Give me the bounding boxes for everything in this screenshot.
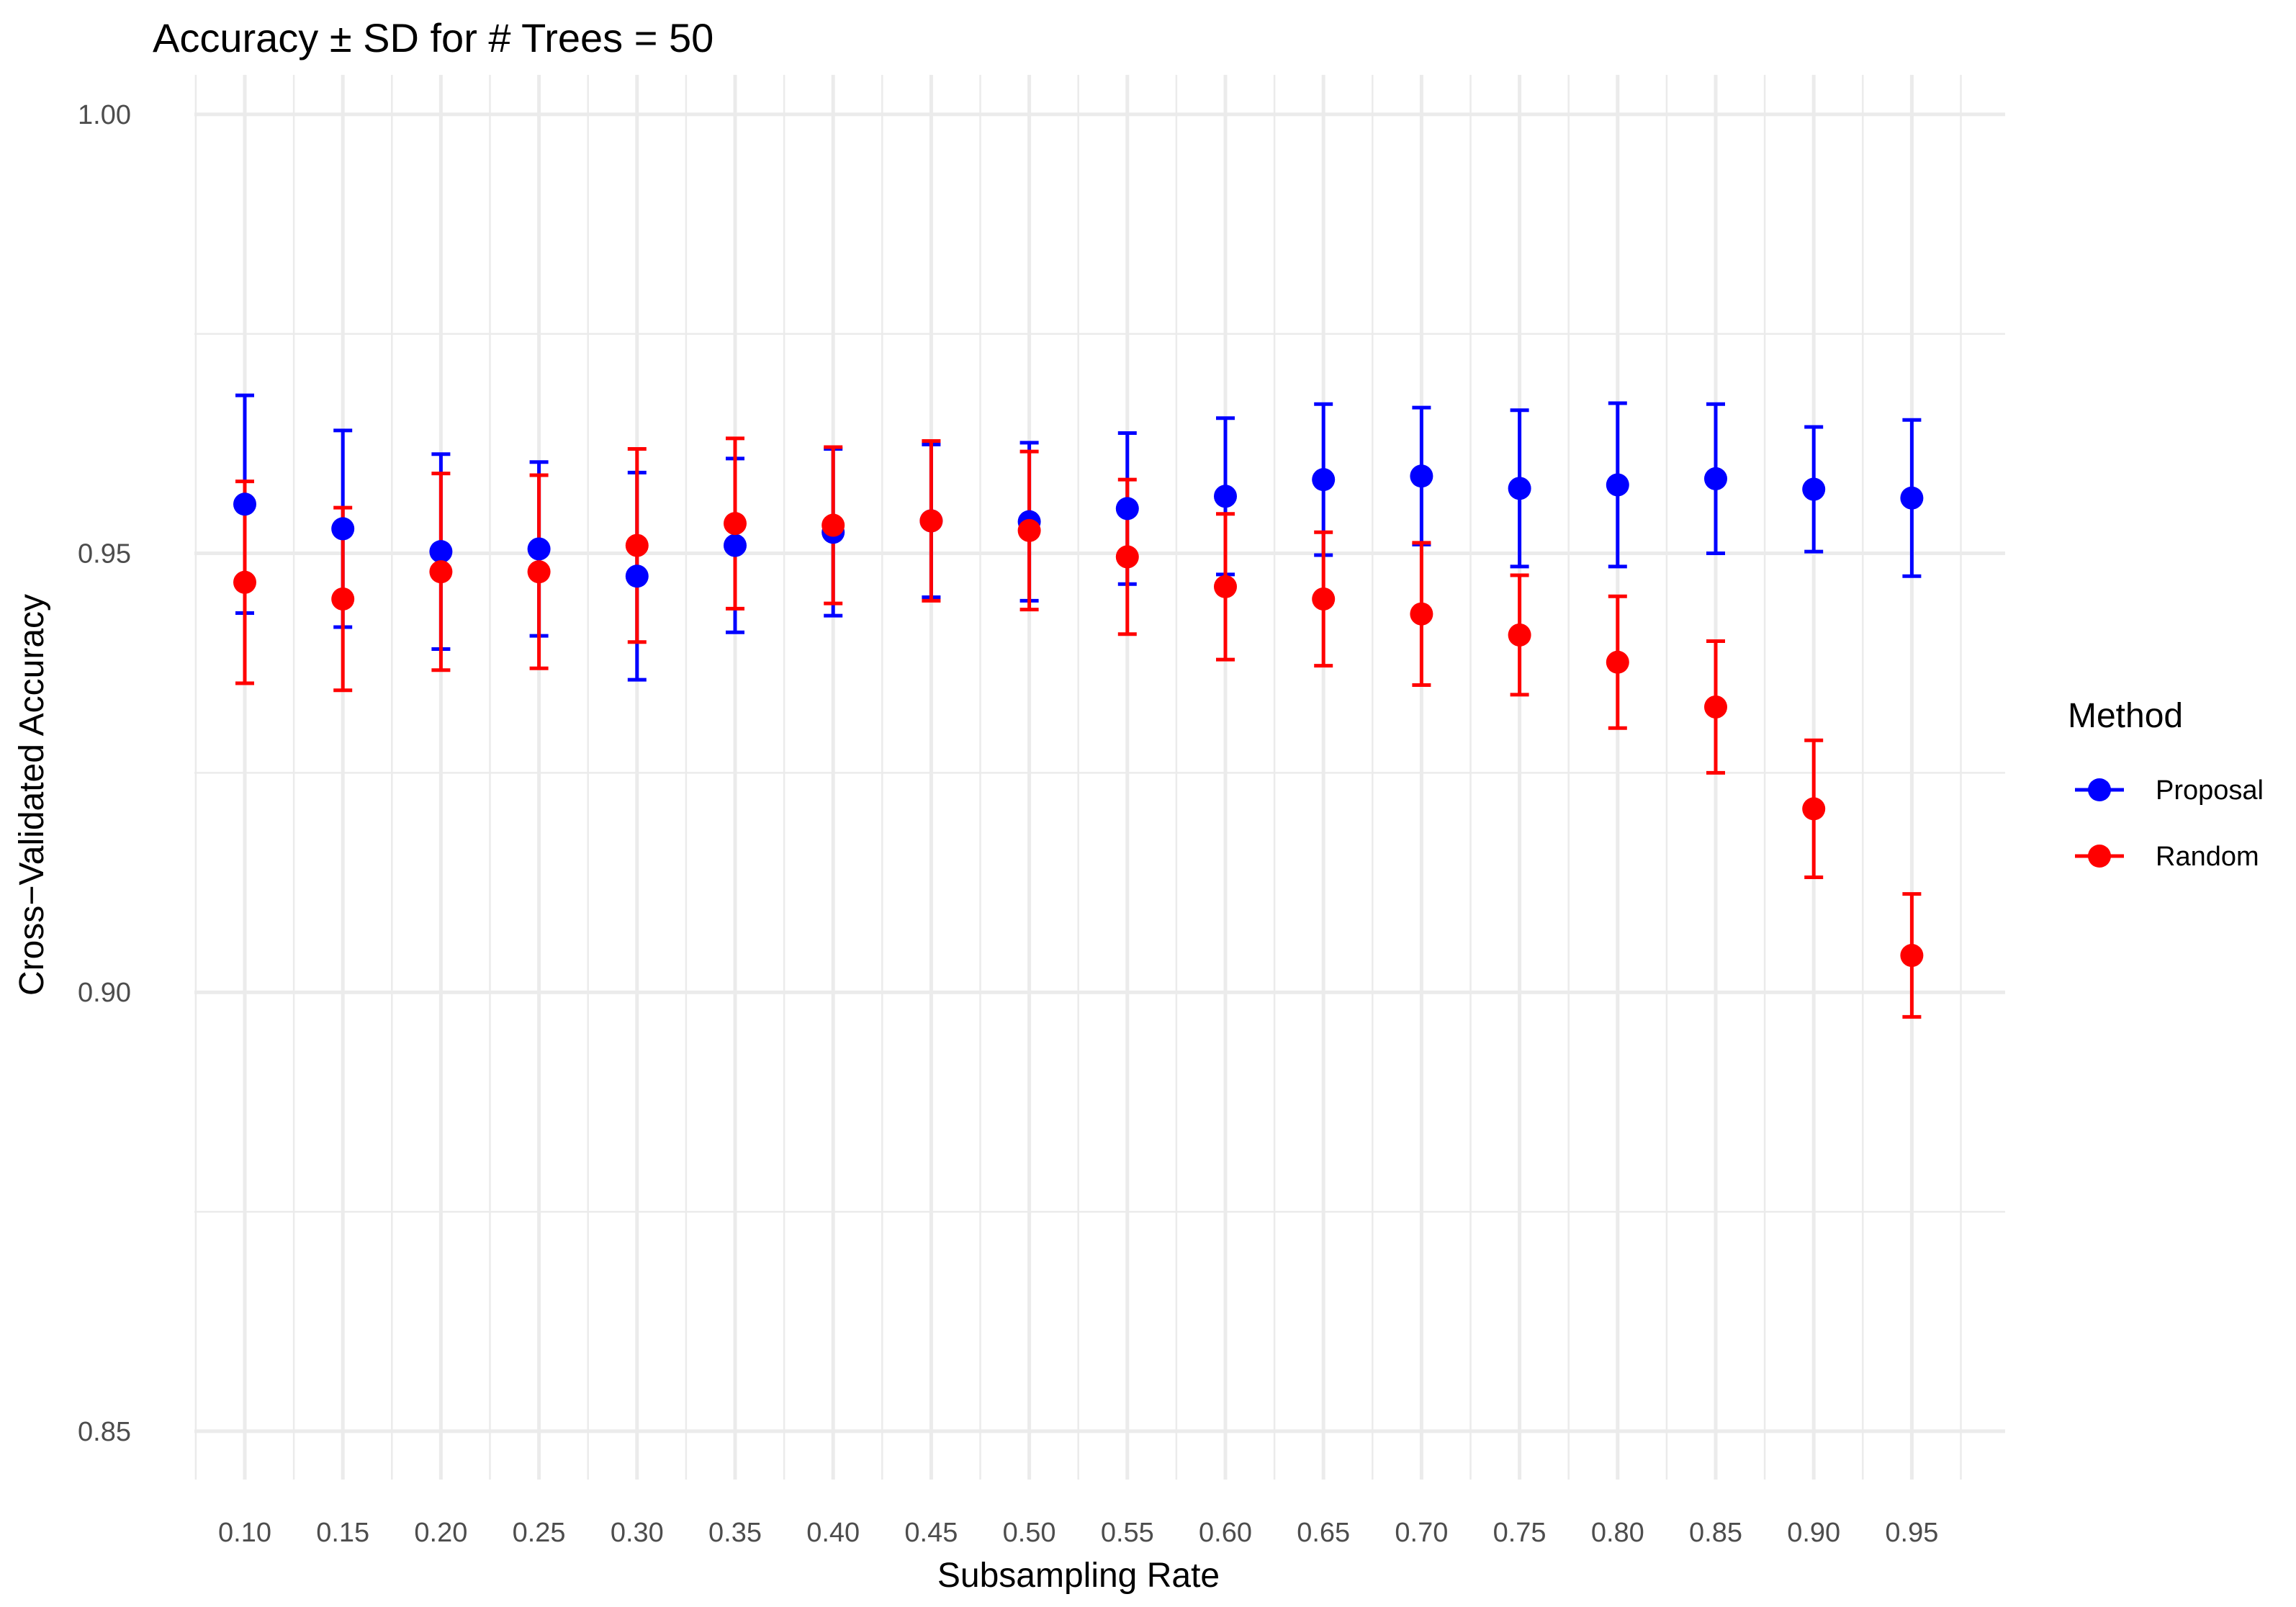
x-tick-label: 0.85 — [1689, 1518, 1742, 1548]
x-tick-label: 0.45 — [904, 1518, 958, 1548]
x-tick-label: 0.95 — [1885, 1518, 1938, 1548]
x-tick-label: 0.15 — [316, 1518, 369, 1548]
data-point — [1410, 602, 1433, 626]
x-tick-label: 0.90 — [1787, 1518, 1840, 1548]
x-tick-label: 0.40 — [806, 1518, 860, 1548]
data-point — [233, 570, 256, 594]
data-point — [724, 512, 747, 536]
legend-key-random — [2075, 845, 2124, 868]
data-point — [1508, 623, 1531, 647]
x-tick-label: 0.60 — [1199, 1518, 1252, 1548]
legend-label: Random — [2156, 842, 2259, 872]
data-point — [1704, 695, 1727, 719]
y-axis-ticks: 0.85 0.90 0.95 1.00 — [78, 100, 131, 1447]
x-axis-title: Subsampling Rate — [937, 1557, 1220, 1595]
x-tick-label: 0.70 — [1395, 1518, 1448, 1548]
data-point — [1606, 650, 1629, 674]
data-point — [625, 534, 649, 557]
x-tick-label: 0.30 — [611, 1518, 664, 1548]
y-axis-title: Cross−Validated Accuracy — [13, 594, 51, 996]
points-random — [233, 509, 1924, 968]
x-tick-label: 0.35 — [708, 1518, 762, 1548]
legend-key-proposal — [2075, 778, 2124, 801]
x-tick-label: 0.55 — [1101, 1518, 1154, 1548]
data-point — [331, 587, 355, 611]
data-point — [1900, 486, 1924, 510]
y-tick-label: 0.85 — [78, 1417, 131, 1447]
data-point — [625, 564, 649, 588]
data-point — [1312, 468, 1336, 492]
data-point — [1410, 464, 1433, 488]
x-tick-label: 0.75 — [1493, 1518, 1547, 1548]
data-point — [1214, 575, 1237, 598]
legend-label: Proposal — [2156, 775, 2264, 806]
y-tick-label: 0.90 — [78, 978, 131, 1008]
data-point — [1802, 797, 1826, 821]
data-point — [1115, 545, 1139, 569]
x-tick-label: 0.50 — [1003, 1518, 1056, 1548]
data-point — [1900, 944, 1924, 968]
legend-title: Method — [2068, 697, 2183, 735]
data-point — [724, 534, 747, 557]
legend-key-point — [2088, 778, 2111, 801]
data-point — [1704, 467, 1727, 490]
x-axis-ticks: 0.10 0.15 0.20 0.25 0.30 0.35 0.40 0.45 0.50 0.55… — [218, 1518, 1938, 1548]
data-series — [233, 393, 1924, 1019]
data-point — [821, 513, 845, 537]
data-point — [1508, 477, 1531, 500]
data-point — [1312, 587, 1336, 611]
x-tick-label: 0.10 — [218, 1518, 271, 1548]
points-proposal — [233, 464, 1924, 588]
y-tick-label: 0.95 — [78, 539, 131, 570]
x-tick-label: 0.80 — [1591, 1518, 1644, 1548]
legend-key-point — [2088, 845, 2111, 868]
data-point — [429, 540, 453, 564]
data-point — [331, 517, 355, 541]
data-point — [429, 560, 453, 584]
data-point — [233, 492, 256, 516]
data-point — [527, 537, 551, 561]
x-tick-label: 0.20 — [414, 1518, 467, 1548]
x-tick-label: 0.25 — [513, 1518, 566, 1548]
data-point — [1802, 477, 1826, 501]
data-point — [1017, 518, 1041, 542]
data-point — [1115, 497, 1139, 521]
y-tick-label: 1.00 — [78, 100, 131, 130]
data-point — [919, 509, 943, 533]
data-point — [527, 560, 551, 584]
chart-title: Accuracy ± SD for # Trees = 50 — [153, 15, 713, 60]
x-tick-label: 0.65 — [1297, 1518, 1350, 1548]
plot-grid — [194, 75, 2005, 1480]
data-point — [1214, 485, 1237, 508]
data-point — [1606, 473, 1629, 497]
legend: Method Proposal Random — [2068, 697, 2264, 872]
